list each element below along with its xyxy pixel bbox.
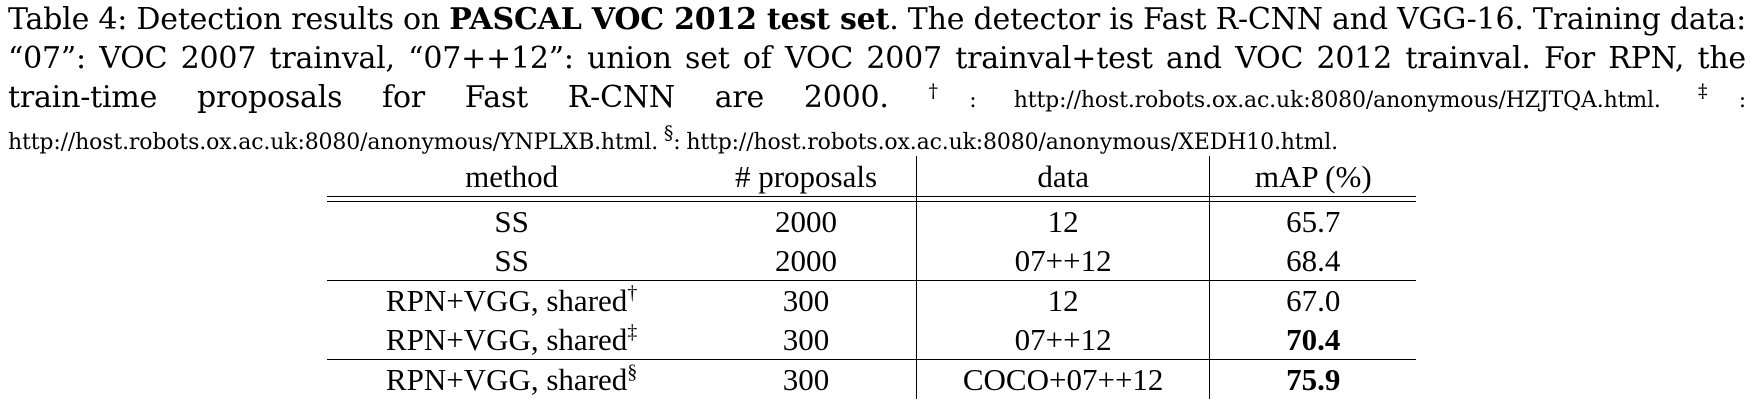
cell-proposals: 2000 bbox=[775, 204, 838, 239]
table-header-row: method # proposals data mAP (%) bbox=[327, 156, 1416, 197]
cell-map: 67.0 bbox=[1209, 280, 1416, 320]
table-row: SS 2000 12 65.7 bbox=[327, 201, 1416, 241]
table-row: RPN+VGG, shared§ 300 COCO+07++12 75.9 bbox=[327, 359, 1416, 399]
cell-map: 70.4 bbox=[1209, 320, 1416, 360]
caption-url-3: : http://host.robots.ox.ac.uk:8080/anony… bbox=[673, 130, 1338, 155]
table-row: RPN+VGG, shared‡ 300 07++12 70.4 bbox=[327, 320, 1416, 360]
caption-url-2: : http://host.robots.ox.ac.uk:8080/anony… bbox=[8, 88, 1746, 155]
caption-text: . The detector is Fast R-CNN and VGG-16.… bbox=[8, 2, 1746, 115]
cell-proposals: 2000 bbox=[775, 243, 838, 278]
cell-map: 65.7 bbox=[1209, 201, 1416, 241]
double-dagger-mark: ‡ bbox=[627, 321, 638, 343]
cell-data: COCO+07++12 bbox=[915, 359, 1210, 399]
cell-data: 07++12 bbox=[915, 320, 1210, 360]
cell-proposals: 300 bbox=[696, 359, 917, 399]
header-data: data bbox=[915, 156, 1210, 197]
double-dagger-mark: ‡ bbox=[1698, 80, 1739, 102]
cell-data: 07++12 bbox=[915, 241, 1210, 281]
dagger-mark: † bbox=[928, 80, 970, 102]
cell-map: 68.4 bbox=[1209, 241, 1416, 281]
cell-method: SS bbox=[494, 243, 529, 278]
cell-method: RPN+VGG, shared† bbox=[327, 280, 697, 320]
cell-method: RPN+VGG, shared‡ bbox=[327, 320, 696, 360]
table-row: RPN+VGG, shared† 300 12 67.0 bbox=[327, 280, 1416, 320]
header-double-rule bbox=[327, 196, 1416, 202]
cell-method-text: RPN+VGG, shared bbox=[385, 322, 628, 357]
header-method: method bbox=[327, 156, 697, 197]
results-table: method # proposals data mAP (%) SS 2000 … bbox=[327, 156, 1416, 399]
cell-map: 75.9 bbox=[1209, 359, 1416, 399]
cell-method: SS bbox=[494, 204, 529, 239]
cell-method-text: RPN+VGG, shared bbox=[385, 283, 628, 318]
header-proposals: # proposals bbox=[696, 156, 917, 197]
caption-url-1: : http://host.robots.ox.ac.uk:8080/anony… bbox=[969, 88, 1698, 113]
caption-bold-title: PASCAL VOC 2012 test set bbox=[449, 2, 890, 37]
cell-method: RPN+VGG, shared§ bbox=[327, 359, 697, 399]
header-map: mAP (%) bbox=[1209, 156, 1416, 197]
table-row: SS 2000 07++12 68.4 bbox=[327, 241, 1416, 281]
cell-data: 12 bbox=[915, 280, 1210, 320]
caption-label: Table 4: Detection results on bbox=[8, 2, 450, 37]
section-mark: § bbox=[627, 361, 638, 383]
cell-data: 12 bbox=[915, 201, 1210, 241]
dagger-mark: † bbox=[627, 282, 638, 304]
cell-method-text: RPN+VGG, shared bbox=[385, 362, 628, 397]
cell-proposals: 300 bbox=[782, 322, 830, 357]
section-mark: § bbox=[663, 122, 674, 144]
table-caption: Table 4: Detection results on PASCAL VOC… bbox=[8, 0, 1746, 162]
cell-proposals: 300 bbox=[696, 280, 917, 320]
